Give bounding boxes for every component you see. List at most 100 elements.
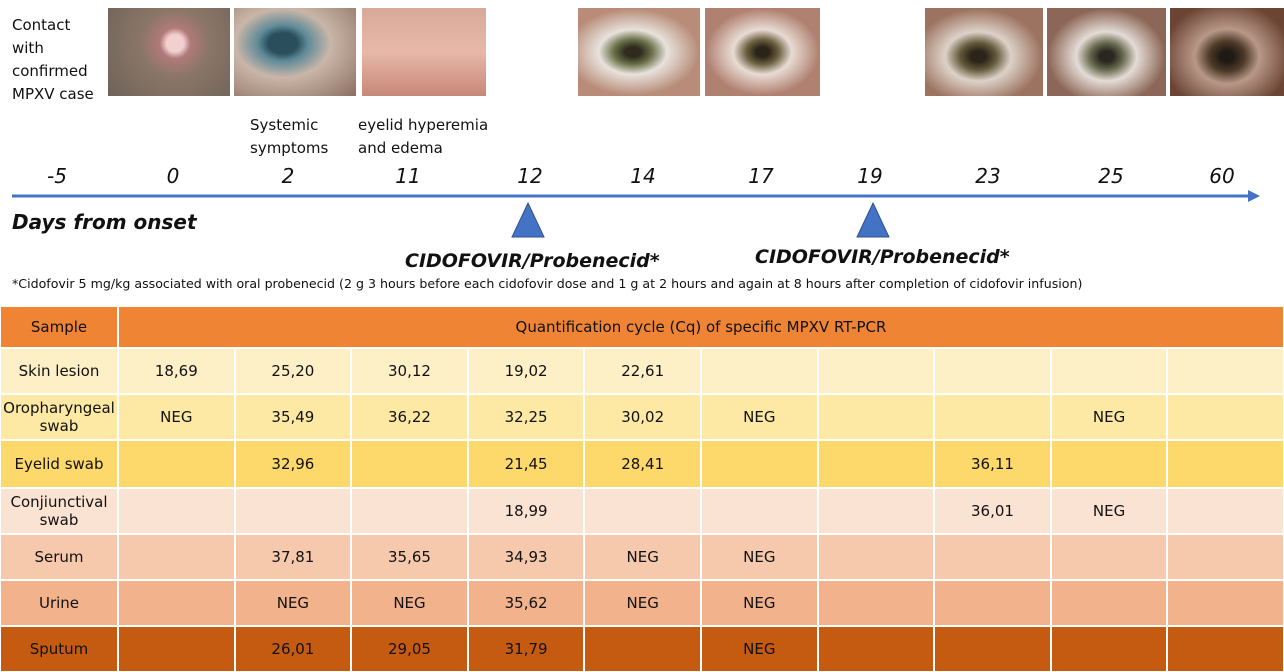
row-label: Conjiunctival swab — [0, 488, 118, 534]
table-cell: 32,96 — [234, 440, 352, 488]
table-cell — [934, 348, 1051, 394]
treatment-marker — [511, 201, 545, 238]
table-cell: 26,01 — [234, 626, 352, 672]
table-cell: 18,69 — [118, 348, 235, 394]
table-cell: 21,45 — [467, 440, 585, 488]
row-label: Eyelid swab — [0, 440, 118, 488]
photo — [1170, 8, 1284, 96]
table-cell: 36,01 — [934, 488, 1051, 534]
day-label: 23 — [975, 164, 1001, 188]
note-line: Systemic — [250, 116, 319, 134]
table-cell: NEG — [118, 394, 235, 440]
note-line: confirmed — [12, 62, 88, 80]
day-label: 17 — [748, 164, 774, 188]
table-cell: 30,02 — [584, 394, 701, 440]
day-label: -5 — [47, 164, 67, 188]
table-cell: 34,93 — [467, 534, 585, 580]
table-cell — [1167, 534, 1284, 580]
day-label: 2 — [281, 164, 295, 188]
table-cell: NEG — [584, 580, 701, 626]
photo — [705, 8, 820, 96]
table-cell — [118, 580, 235, 626]
table-cell: NEG — [701, 626, 818, 672]
footnote: *Cidofovir 5 mg/kg associated with oral … — [12, 276, 1083, 291]
day-label: 60 — [1209, 164, 1235, 188]
table-cell — [701, 348, 818, 394]
table-cell: 19,02 — [467, 348, 585, 394]
table-cell: NEG — [351, 580, 468, 626]
table-cell: NEG — [234, 580, 352, 626]
table-cell: NEG — [1050, 394, 1168, 440]
table-cell: 25,20 — [234, 348, 352, 394]
table-cell — [817, 580, 935, 626]
timeline-axis — [12, 190, 1260, 238]
table-cell: 35,65 — [351, 534, 468, 580]
table-cell: NEG — [701, 580, 818, 626]
table-cell — [817, 440, 935, 488]
table-cell: 29,05 — [351, 626, 468, 672]
photo — [234, 8, 356, 96]
photo — [578, 8, 700, 96]
header-cell: Quantification cycle (Cq) of specific MP… — [118, 306, 1284, 348]
table-cell — [934, 626, 1051, 672]
table-cell: NEG — [701, 534, 818, 580]
note: eyelid hyperemia and edema — [358, 114, 488, 160]
treatment-marker — [856, 201, 890, 238]
table-cell — [118, 440, 235, 488]
table-cell: 36,11 — [934, 440, 1051, 488]
table-cell — [1167, 580, 1284, 626]
table-cell — [934, 580, 1051, 626]
row-label: Urine — [0, 580, 118, 626]
table-cell — [1050, 440, 1168, 488]
day-label: 19 — [857, 164, 883, 188]
table-cell — [934, 394, 1051, 440]
note: Systemic symptoms — [250, 114, 328, 160]
note-line: MPXV case — [12, 85, 94, 103]
row-label: Sputum — [0, 626, 118, 672]
table-cell — [817, 348, 935, 394]
table-cell — [118, 488, 235, 534]
table-cell — [1050, 580, 1168, 626]
table-cell: 35,49 — [234, 394, 352, 440]
day-label: 0 — [166, 164, 180, 188]
note-line: symptoms — [250, 139, 329, 157]
table-cell: 28,41 — [584, 440, 701, 488]
table-cell — [701, 440, 818, 488]
table-cell — [351, 440, 468, 488]
table-cell — [118, 626, 235, 672]
treatment-label: CIDOFOVIR/Probenecid* — [755, 246, 1010, 268]
photo — [1047, 8, 1166, 96]
table-cell: 22,61 — [584, 348, 701, 394]
note-line: eyelid hyperemia — [358, 116, 489, 134]
table-cell — [1050, 534, 1168, 580]
note-line: Contact — [12, 16, 71, 34]
table-cell — [817, 534, 935, 580]
note-line: with — [12, 39, 44, 57]
day-label: 11 — [395, 164, 421, 188]
photo — [362, 8, 486, 96]
table-cell — [934, 534, 1051, 580]
table-cell: 32,25 — [467, 394, 585, 440]
table-cell — [817, 394, 935, 440]
photo — [108, 8, 230, 96]
table-cell — [817, 488, 935, 534]
table-cell: 31,79 — [467, 626, 585, 672]
table-cell — [584, 626, 701, 672]
photo — [925, 8, 1043, 96]
day-label: 12 — [517, 164, 543, 188]
note: Contact with confirmed MPXV case — [12, 14, 94, 106]
table-cell — [1167, 348, 1284, 394]
table-cell: NEG — [584, 534, 701, 580]
header-cell: Sample — [0, 306, 118, 348]
table-cell — [584, 488, 701, 534]
table-cell: NEG — [1050, 488, 1168, 534]
table-cell — [701, 488, 818, 534]
treatment-label: CIDOFOVIR/Probenecid* — [405, 250, 660, 272]
axis-label: Days from onset — [12, 210, 197, 234]
table-cell: 30,12 — [351, 348, 468, 394]
table-cell — [1050, 348, 1168, 394]
table-cell — [1167, 394, 1284, 440]
table-cell — [1167, 626, 1284, 672]
table-cell — [817, 626, 935, 672]
